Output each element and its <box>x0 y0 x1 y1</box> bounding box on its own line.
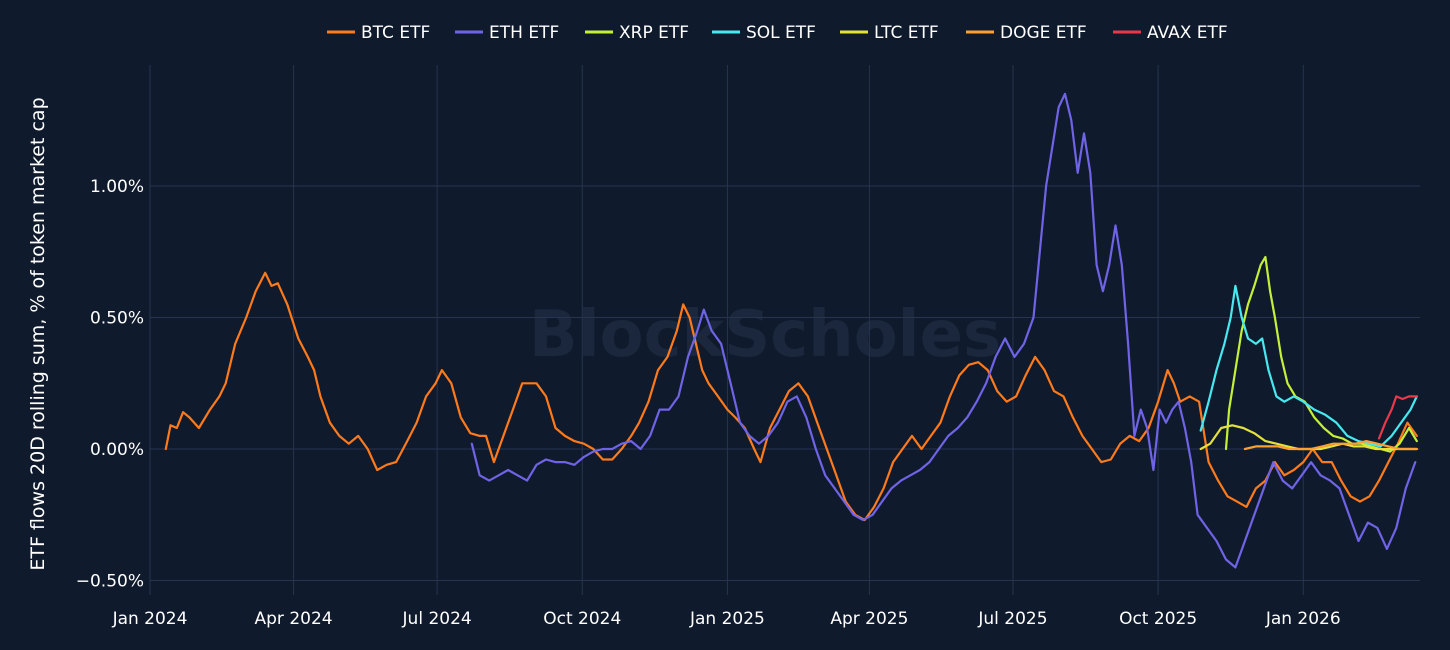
legend-label: BTC ETF <box>361 23 430 43</box>
watermark: BlockScholes <box>529 298 1001 372</box>
series-lines <box>164 92 1418 569</box>
y-axis-ticks: 1.00% 0.50% 0.00% −0.50% <box>76 177 144 592</box>
y-tick-label: 0.00% <box>90 440 144 460</box>
legend-item[interactable]: BTC ETF <box>327 23 430 43</box>
x-tick-label: Apr 2024 <box>255 609 333 629</box>
legend-label: ETH ETF <box>489 23 559 43</box>
x-tick-label: Oct 2025 <box>1119 609 1197 629</box>
legend-item[interactable]: ETH ETF <box>455 23 559 43</box>
y-tick-label: −0.50% <box>76 572 144 592</box>
legend-label: AVAX ETF <box>1147 23 1228 43</box>
legend-item[interactable]: LTC ETF <box>840 23 939 43</box>
x-tick-label: Jul 2024 <box>402 609 472 629</box>
x-axis-ticks: Jan 2024 Apr 2024 Jul 2024 Oct 2024 Jan 2025… <box>112 609 1341 629</box>
grid-lines <box>149 65 1420 595</box>
legend-item[interactable]: DOGE ETF <box>966 23 1087 43</box>
x-tick-label: Jul 2025 <box>977 609 1047 629</box>
y-axis-label: ETF flows 20D rolling sum, % of token ma… <box>27 97 49 570</box>
legend-item[interactable]: XRP ETF <box>585 23 689 43</box>
y-tick-label: 0.50% <box>90 309 144 329</box>
legend-label: XRP ETF <box>619 23 689 43</box>
y-tick-label: 1.00% <box>90 177 144 197</box>
series-line-doge-etf <box>1243 440 1418 451</box>
series-line-eth-etf <box>470 92 1417 569</box>
legend-label: LTC ETF <box>874 23 939 43</box>
x-tick-label: Apr 2025 <box>830 609 908 629</box>
legend-item[interactable]: SOL ETF <box>712 23 816 43</box>
series-line-avax-etf <box>1377 395 1418 440</box>
series-line-sol-etf <box>1199 284 1418 448</box>
series-line-xrp-etf <box>1224 255 1418 453</box>
x-tick-label: Jan 2025 <box>689 609 765 629</box>
x-tick-label: Oct 2024 <box>543 609 621 629</box>
x-tick-label: Jan 2024 <box>112 609 188 629</box>
x-tick-label: Jan 2026 <box>1265 609 1341 629</box>
legend: BTC ETF ETH ETF XRP ETF SOL ETF LTC ETF DOGE … <box>327 23 1228 43</box>
legend-label: DOGE ETF <box>1000 23 1087 43</box>
legend-label: SOL ETF <box>746 23 816 43</box>
series-line-btc-etf <box>164 271 1418 522</box>
legend-item[interactable]: AVAX ETF <box>1113 23 1228 43</box>
